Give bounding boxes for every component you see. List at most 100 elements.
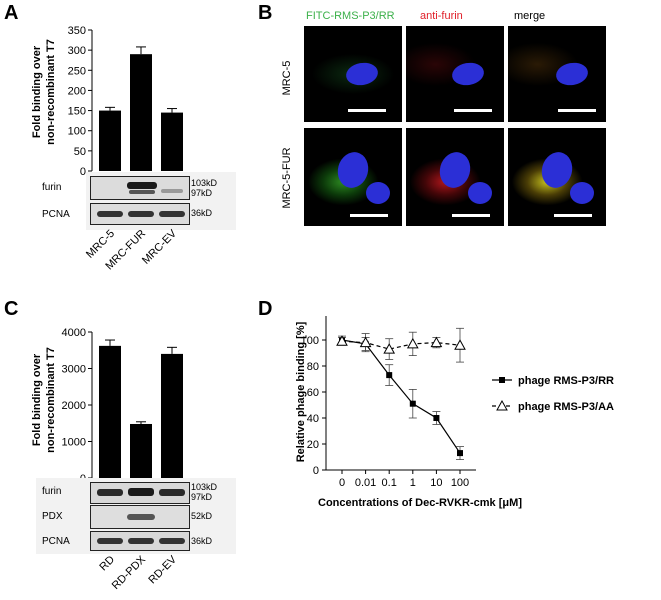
panel-b-col-fitc: FITC-RMS-P3/RR <box>306 10 395 22</box>
nucleus-2 <box>468 182 492 204</box>
panel-a-blot <box>86 172 236 230</box>
panel-c-ytick-label: 4000 <box>62 327 86 339</box>
panel-d-ytick-label: 0 <box>313 465 319 477</box>
panel-c-blot-pcna-row <box>90 531 190 551</box>
panel-a-ytick-label: 300 <box>68 45 86 57</box>
nucleus-2 <box>366 182 390 204</box>
panel-d-xlabel: Concentrations of Dec-RVKR-cmk [μM] <box>318 497 522 509</box>
panel-a-ylabel-line2: non-recombinant T7 <box>45 39 57 145</box>
micrograph-mrc5-antifurin <box>406 26 504 122</box>
pcna-band-3 <box>159 538 185 544</box>
panel-d-point-rr <box>409 400 416 407</box>
panel-d-point-aa <box>454 339 466 350</box>
furin-band-fur <box>127 182 157 189</box>
panel-a-blot-label-furin: furin <box>42 182 62 193</box>
scale-bar <box>454 109 492 112</box>
panel-d-ytick-label: 20 <box>307 439 319 451</box>
panel-d-xtick-label: 1 <box>410 477 416 489</box>
legend-marker-rr <box>499 377 505 383</box>
panel-c-ytick-label: 3000 <box>62 364 86 376</box>
micrograph-mrc5fur-antifurin <box>406 128 504 226</box>
micrograph-mrc5fur-fitc <box>304 128 402 226</box>
panel-b-letter: B <box>258 2 273 24</box>
nucleus <box>333 148 373 192</box>
panel-a-ytick-label: 200 <box>68 85 86 97</box>
panel-c-letter: C <box>4 298 19 320</box>
scale-bar <box>558 109 596 112</box>
furin-band-rd <box>97 489 123 496</box>
panel-d-point-aa <box>359 336 372 348</box>
panel-a-bar <box>130 54 152 171</box>
panel-a-ytick-label: 0 <box>80 166 86 178</box>
panel-d-xtick-label: 10 <box>430 477 442 489</box>
furin-band-ev <box>161 189 183 193</box>
panel-c-bar <box>130 423 152 478</box>
panel-c-xtick-rdpdx: RD-PDX <box>110 554 149 592</box>
scale-bar <box>554 214 592 217</box>
panel-b-row-labels: MRC-5 MRC-5-FUR <box>281 61 293 209</box>
panel-c-marker-52: 52kD <box>191 511 213 521</box>
micrograph-mrc5fur-merge <box>508 128 606 226</box>
furin-band-rdpdx <box>128 488 154 496</box>
pcna-band-1 <box>97 211 123 217</box>
panel-a-marker-103: 103kD <box>191 178 218 188</box>
legend-label-aa: phage RMS-P3/AA <box>518 401 614 413</box>
panel-d-chart: Relative phage binding [%] 0204060801000… <box>295 316 614 509</box>
panel-c-ytick-label: 1000 <box>62 437 86 449</box>
panel-a-blot-label-pcna: PCNA <box>42 209 70 220</box>
panel-d-letter: D <box>258 298 273 320</box>
panel-d-point-aa <box>430 336 443 348</box>
panel-c-xtick-rd: RD <box>97 554 117 573</box>
nucleus <box>450 60 486 88</box>
panel-d-point-aa <box>406 337 419 349</box>
panel-c-marker-103: 103kD <box>191 482 218 492</box>
panel-c-blot-furin-row <box>90 482 190 504</box>
panel-b-col-merge: merge <box>514 10 546 22</box>
panel-d-ytick-label: 60 <box>307 387 319 399</box>
scale-bar <box>350 214 388 217</box>
panel-a-blot-pcna-row <box>90 203 190 225</box>
panel-c-xticklabels: RD RD-PDX RD-EV <box>97 554 179 592</box>
panel-c-blot <box>36 478 236 554</box>
pcna-band-2 <box>128 538 154 544</box>
panel-b-row-mrc5fur: MRC-5-FUR <box>281 147 293 208</box>
legend-marker-aa <box>496 399 508 411</box>
pdx-band <box>127 514 155 520</box>
panel-c-ylabel-line1: Fold binding over <box>31 353 43 446</box>
panel-d-point-aa <box>336 335 348 346</box>
panel-b-col-antifurin: anti-furin <box>420 10 463 22</box>
nucleus <box>537 148 577 192</box>
furin-band-rdev <box>159 489 185 496</box>
panel-c-xtick-rdev: RD-EV <box>146 554 179 586</box>
legend-label-rr: phage RMS-P3/RR <box>518 375 614 387</box>
panel-d-point-rr <box>433 415 440 421</box>
panel-a-ytick-label: 100 <box>68 126 86 138</box>
panel-a-ytick-label: 250 <box>68 65 86 77</box>
panel-c-ylabel-line2: non-recombinant T7 <box>45 347 57 453</box>
panel-d-ytick-label: 40 <box>307 413 319 425</box>
micrograph-mrc5-merge <box>508 26 606 122</box>
panel-d-xtick-label: 0 <box>339 477 345 489</box>
pcna-band-3 <box>159 211 185 217</box>
scale-bar <box>452 214 490 217</box>
panel-c-marker-36: 36kD <box>191 536 213 546</box>
panel-d-xtick-label: 0.1 <box>382 477 397 489</box>
panel-a-xtick-mrcev: MRC-EV <box>140 228 180 267</box>
panel-c-chart: Fold binding over non-recombinant T7 010… <box>31 327 183 485</box>
panel-a-bar <box>99 110 121 171</box>
panel-a-blot-furin-row <box>90 176 190 200</box>
panel-c-blot-pdx-row <box>90 505 190 529</box>
panel-a-ytick-label: 350 <box>68 25 86 37</box>
panel-d-xtick-label: 0.01 <box>355 477 376 489</box>
scale-bar <box>348 109 386 112</box>
panel-a-marker-97: 97kD <box>191 188 213 198</box>
pcna-band-2 <box>128 211 154 217</box>
furin-band-fur-lower <box>129 190 155 194</box>
nucleus-2 <box>570 182 594 204</box>
panel-c-bar <box>161 353 183 478</box>
panel-c-blot-label-furin: furin <box>42 486 62 497</box>
panel-d-ytick-label: 100 <box>301 335 319 347</box>
panel-c-bar <box>99 345 121 478</box>
panel-d-ytick-label: 80 <box>307 361 319 373</box>
micrograph-mrc5-fitc <box>304 26 402 122</box>
